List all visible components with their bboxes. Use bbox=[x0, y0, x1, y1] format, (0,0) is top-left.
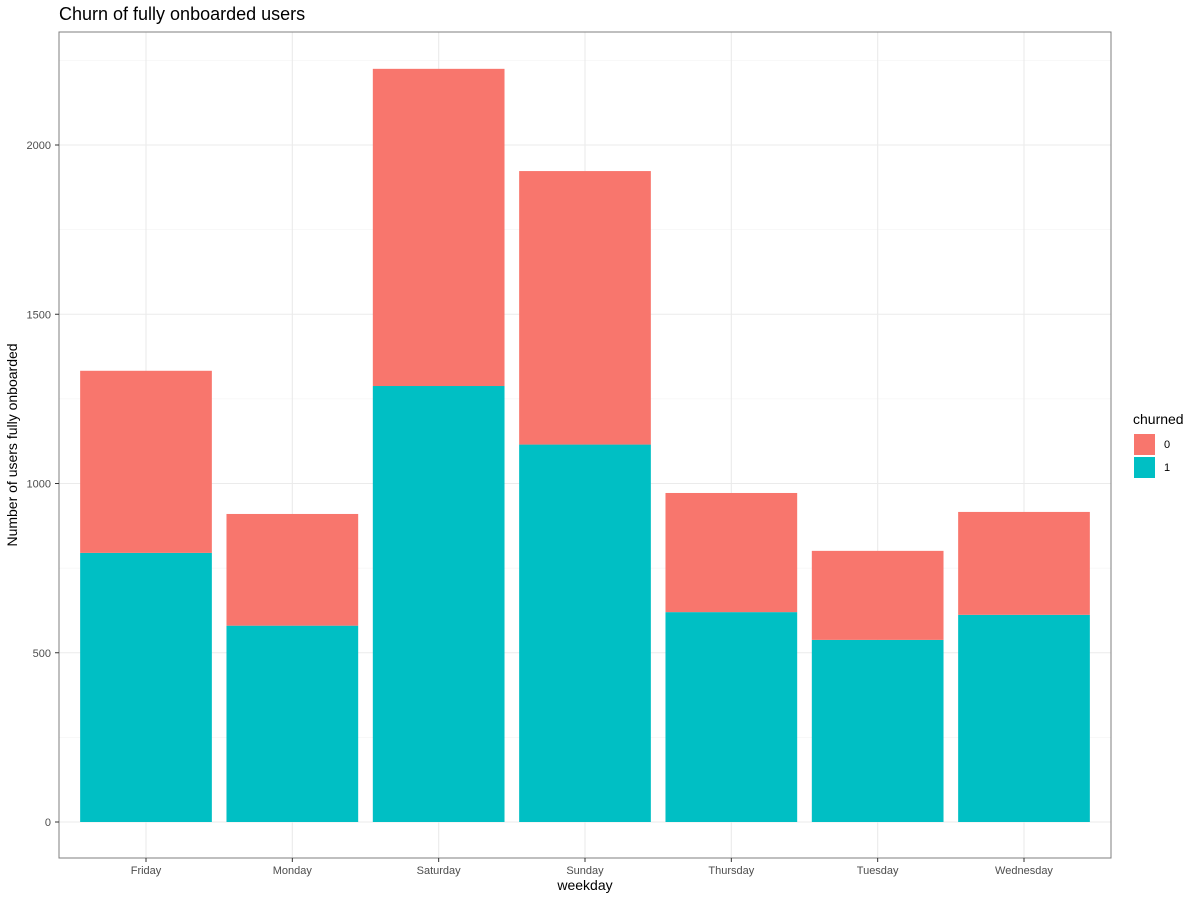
bar-saturday-churned-0 bbox=[372, 68, 505, 387]
bar-thursday-churned-1 bbox=[665, 612, 798, 822]
x-tick-label: Thursday bbox=[708, 865, 754, 877]
x-tick-label: Saturday bbox=[417, 865, 462, 877]
bar-friday-churned-0 bbox=[80, 370, 212, 553]
y-tick-label: 1500 bbox=[27, 309, 51, 321]
chart-title: Churn of fully onboarded users bbox=[59, 4, 305, 24]
y-tick-label: 2000 bbox=[27, 140, 51, 152]
legend-key-0 bbox=[1134, 434, 1155, 455]
bar-thursday-churned-0 bbox=[665, 492, 798, 613]
x-tick-label: Sunday bbox=[566, 865, 604, 877]
bar-wednesday-churned-1 bbox=[958, 614, 1090, 822]
y-tick-label: 500 bbox=[33, 648, 51, 660]
legend-label-0: 0 bbox=[1164, 439, 1170, 451]
bar-monday-churned-1 bbox=[226, 625, 359, 822]
bar-friday-churned-1 bbox=[80, 552, 212, 822]
legend-label-1: 1 bbox=[1164, 462, 1170, 474]
x-tick-label: Wednesday bbox=[995, 865, 1053, 877]
y-tick-label: 0 bbox=[45, 817, 51, 829]
bar-sunday-churned-1 bbox=[519, 444, 651, 822]
x-axis-title: weekday bbox=[556, 877, 612, 893]
legend-entries: 01 bbox=[1134, 434, 1170, 478]
y-axis-title: Number of users fully onboarded bbox=[4, 343, 20, 546]
x-tick-label: Friday bbox=[131, 865, 162, 877]
legend: churned 01 bbox=[1133, 411, 1184, 478]
bar-wednesday-churned-0 bbox=[958, 511, 1090, 615]
bar-tuesday-churned-0 bbox=[811, 550, 944, 640]
axes-layer: 0 500 1000 1500 2000 Friday Monday Saturday Sund… bbox=[27, 140, 1054, 877]
x-tick-label: Monday bbox=[273, 865, 313, 877]
bar-saturday-churned-1 bbox=[372, 386, 505, 822]
x-tick-label: Tuesday bbox=[857, 865, 899, 877]
bar-monday-churned-0 bbox=[226, 513, 359, 626]
bar-tuesday-churned-1 bbox=[811, 639, 944, 822]
legend-title: churned bbox=[1133, 411, 1184, 427]
bars-layer bbox=[80, 68, 1090, 822]
legend-key-1 bbox=[1134, 457, 1155, 478]
bar-sunday-churned-0 bbox=[519, 171, 651, 445]
y-tick-label: 1000 bbox=[27, 479, 51, 491]
